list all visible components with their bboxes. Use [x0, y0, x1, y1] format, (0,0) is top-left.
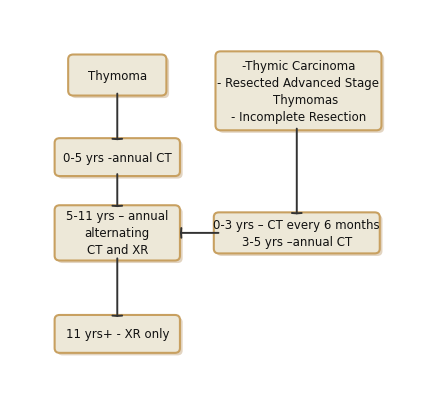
- FancyBboxPatch shape: [68, 55, 166, 97]
- FancyBboxPatch shape: [57, 208, 183, 263]
- FancyBboxPatch shape: [57, 142, 183, 179]
- FancyBboxPatch shape: [57, 318, 183, 355]
- FancyBboxPatch shape: [55, 315, 180, 353]
- FancyBboxPatch shape: [214, 213, 380, 254]
- FancyBboxPatch shape: [216, 216, 382, 256]
- Text: 5-11 yrs – annual
alternating
CT and XR: 5-11 yrs – annual alternating CT and XR: [66, 210, 169, 257]
- FancyBboxPatch shape: [215, 52, 382, 131]
- Text: 0-3 yrs – CT every 6 months
3-5 yrs –annual CT: 0-3 yrs – CT every 6 months 3-5 yrs –ann…: [213, 218, 380, 248]
- Text: 0-5 yrs -annual CT: 0-5 yrs -annual CT: [63, 151, 172, 164]
- FancyBboxPatch shape: [71, 58, 169, 99]
- FancyBboxPatch shape: [55, 139, 180, 177]
- FancyBboxPatch shape: [218, 55, 384, 133]
- FancyBboxPatch shape: [55, 206, 180, 261]
- Text: Thymoma: Thymoma: [88, 70, 147, 82]
- Text: -Thymic Carcinoma
- Resected Advanced Stage
    Thymomas
- Incomplete Resection: -Thymic Carcinoma - Resected Advanced St…: [218, 60, 379, 124]
- Text: 11 yrs+ - XR only: 11 yrs+ - XR only: [66, 328, 169, 341]
